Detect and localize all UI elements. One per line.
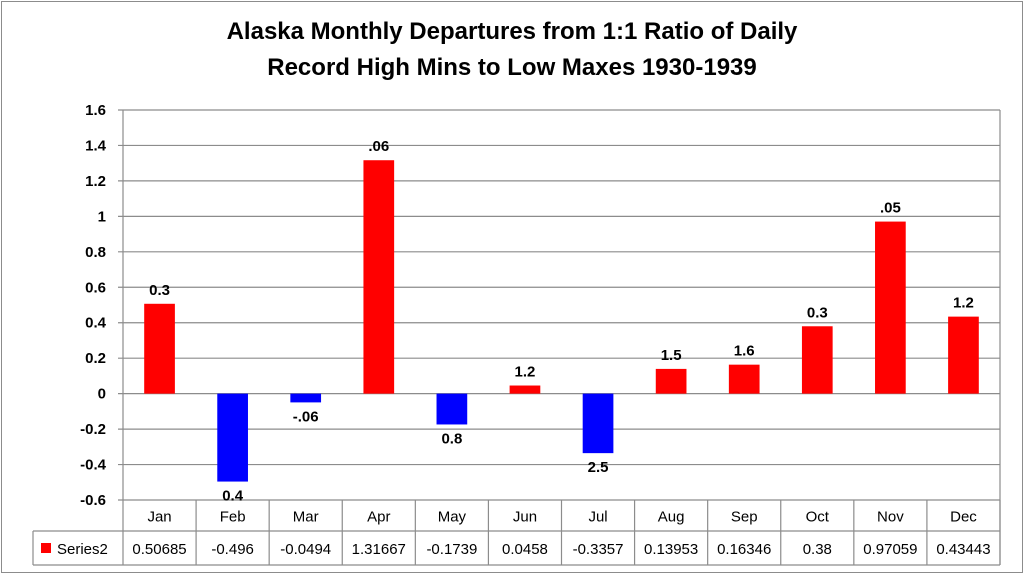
y-tick-label: 0.6 xyxy=(85,279,106,296)
category-label: Mar xyxy=(293,509,319,526)
data-labels: 0.3 0.4 -.06 .06 0.8 1.2 2.5 1.5 1.6 0.3 .05 1.2 xyxy=(149,138,974,504)
category-label: Feb xyxy=(220,509,246,526)
category-label: Jun xyxy=(513,509,537,526)
data-label: 1.2 xyxy=(953,295,974,312)
bar-jul xyxy=(582,393,614,454)
bar-nov xyxy=(875,221,906,394)
category-label: Nov xyxy=(877,509,904,526)
category-label: Jul xyxy=(588,509,607,526)
category-label: Aug xyxy=(658,509,685,526)
table-value: 0.50685 xyxy=(132,541,186,558)
y-tick-label: 0.2 xyxy=(85,350,106,367)
table-value: 0.0458 xyxy=(502,541,548,558)
y-tick-label: 0.8 xyxy=(85,244,106,261)
table-value: 0.13953 xyxy=(644,541,698,558)
data-label: .05 xyxy=(880,200,901,217)
table-value: 0.16346 xyxy=(717,541,771,558)
chart-subtitle: Record High Mins to Low Maxes 1930-1939 xyxy=(267,54,757,81)
data-label: 0.4 xyxy=(222,488,244,505)
bar-sep xyxy=(728,364,760,394)
y-tick-label: -0.4 xyxy=(80,457,107,474)
bar-feb xyxy=(217,393,248,482)
bar-aug xyxy=(655,368,687,394)
y-tick-label: 0 xyxy=(98,386,106,403)
bar-mar xyxy=(290,393,322,403)
data-label: 0.3 xyxy=(149,282,170,299)
bars xyxy=(144,160,979,482)
data-label: -.06 xyxy=(293,408,319,425)
table-value: 0.38 xyxy=(803,541,832,558)
bar-oct xyxy=(801,326,833,394)
bar-jun xyxy=(509,385,541,394)
category-label: Apr xyxy=(367,509,390,526)
table-value: -0.3357 xyxy=(573,541,624,558)
legend-label: Series2 xyxy=(57,541,108,558)
data-table: Jan 0.50685 Feb -0.496 Mar -0.0494 Apr 1.31667 M… xyxy=(32,110,1001,566)
y-axis: 1.6 1.4 1.2 1 0.8 0.6 0.4 0.2 0 -0.2 -0.4 -0.6 xyxy=(80,102,124,509)
table-value: -0.496 xyxy=(211,541,254,558)
y-tick-label: 1.6 xyxy=(85,102,106,119)
table-value: -0.1739 xyxy=(426,541,477,558)
y-tick-label: 0.4 xyxy=(85,315,107,332)
y-tick-label: 1.2 xyxy=(85,173,106,190)
y-tick-label: -0.2 xyxy=(80,421,106,438)
table-value: 0.97059 xyxy=(863,541,917,558)
gridlines xyxy=(118,109,1000,501)
bar-dec xyxy=(948,316,979,394)
category-label: Oct xyxy=(806,509,830,526)
data-label: 0.8 xyxy=(441,430,462,447)
chart-title: Alaska Monthly Departures from 1:1 Ratio… xyxy=(226,18,798,45)
data-label: 1.2 xyxy=(515,364,536,381)
legend-swatch xyxy=(41,543,51,553)
y-tick-label: 1 xyxy=(98,208,106,225)
y-tick-label: 1.4 xyxy=(85,137,107,154)
table-value: 0.43443 xyxy=(936,541,990,558)
category-label: Sep xyxy=(731,509,758,526)
data-label: 1.5 xyxy=(661,347,682,364)
data-label: 0.3 xyxy=(807,304,828,321)
category-label: Jan xyxy=(147,509,171,526)
y-tick-label: -0.6 xyxy=(80,492,106,509)
table-value: -0.0494 xyxy=(280,541,331,558)
bar-jan xyxy=(144,303,175,394)
bar-apr xyxy=(363,160,395,394)
data-label: .06 xyxy=(368,138,389,155)
data-label: 2.5 xyxy=(588,459,609,476)
table-value: 1.31667 xyxy=(352,541,406,558)
category-label: Dec xyxy=(950,509,977,526)
data-label: 1.6 xyxy=(734,343,755,360)
bar-may xyxy=(436,393,468,425)
category-label: May xyxy=(438,509,467,526)
